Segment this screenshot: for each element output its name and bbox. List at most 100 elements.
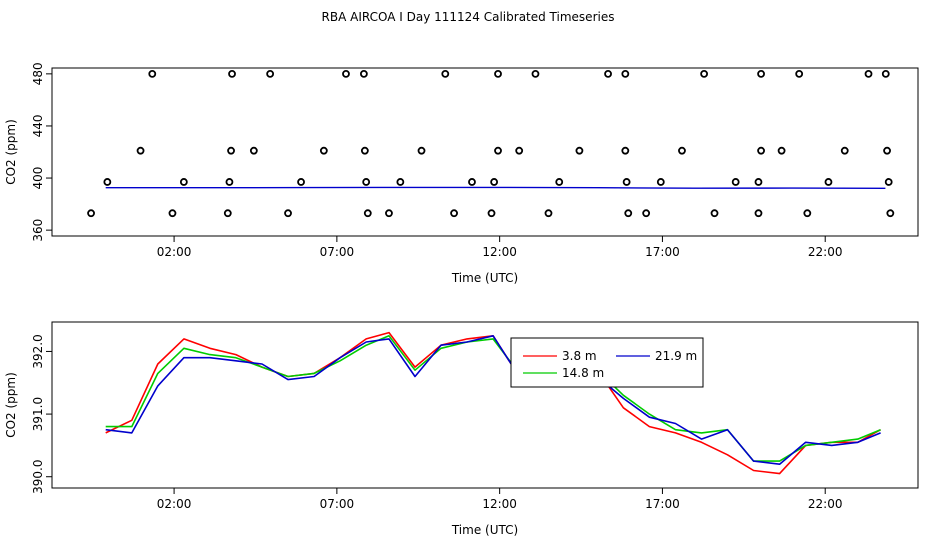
y-tick-label: 400: [31, 167, 45, 190]
data-point: [555, 178, 564, 186]
top-panel: 360 400 440 480 02:00 07:00 12:00 17:00 22:00 T…: [4, 62, 919, 285]
x-tick-label: 22:00: [808, 245, 843, 259]
plot-frame: [51, 321, 919, 489]
data-point: [103, 178, 112, 186]
data-point: [168, 209, 177, 218]
data-point: [227, 146, 235, 155]
y-axis-label: CO2 (ppm): [4, 372, 18, 438]
data-point: [678, 146, 686, 155]
data-point: [284, 209, 292, 218]
data-point: [249, 146, 258, 155]
data-point: [450, 209, 458, 218]
series-line: [105, 335, 881, 465]
data-point: [297, 178, 305, 186]
data-point: [731, 178, 740, 186]
data-point: [385, 209, 393, 218]
data-point: [148, 69, 157, 78]
data-point: [87, 209, 95, 218]
data-point: [362, 178, 371, 186]
data-point: [642, 209, 651, 218]
data-point: [179, 178, 188, 186]
x-tick-label: 02:00: [157, 245, 192, 259]
y-tick-label: 390.0: [31, 460, 45, 494]
page-title: RBA AIRCOA I Day 111124 Calibrated Times…: [322, 10, 615, 24]
data-point: [883, 146, 891, 155]
data-point: [656, 178, 665, 186]
data-point: [754, 178, 763, 186]
data-point: [487, 209, 496, 218]
data-point: [621, 69, 630, 78]
x-axis-label: Time (UTC): [451, 271, 518, 285]
data-point: [225, 178, 234, 186]
data-point: [363, 209, 372, 218]
x-tick-label: 12:00: [482, 245, 517, 259]
legend: 3.8 m 21.9 m 14.8 m: [510, 337, 704, 388]
data-point: [757, 146, 765, 155]
data-point: [621, 146, 630, 155]
data-point: [884, 178, 893, 186]
y-tick-label: 440: [31, 115, 45, 138]
y-axis-label: CO2 (ppm): [4, 119, 18, 185]
data-point: [396, 178, 405, 186]
x-axis-label: Time (UTC): [451, 523, 518, 537]
plot-area: [105, 331, 881, 475]
legend-box: [510, 337, 704, 388]
x-tick-label: 07:00: [320, 245, 355, 259]
y-tick-label: 391.0: [31, 397, 45, 431]
legend-label-14-8m: 14.8 m: [562, 366, 604, 380]
data-point: [136, 146, 145, 155]
data-point: [359, 69, 368, 78]
data-point: [223, 209, 232, 218]
x-axis: 02:00 07:00 12:00 17:00 22:00: [157, 488, 843, 511]
data-point: [468, 178, 476, 186]
data-point: [604, 69, 612, 78]
data-point: [754, 209, 763, 218]
x-tick-label: 17:00: [645, 245, 680, 259]
data-point: [531, 69, 540, 78]
data-point: [266, 69, 275, 78]
data-point: [824, 178, 833, 186]
data-point: [494, 146, 502, 155]
data-point: [624, 209, 633, 218]
bottom-panel: 390.0 391.0 392.0 02:00 07:00 12:00 17:00 22:0…: [4, 321, 919, 537]
legend-label-21-9m: 21.9 m: [655, 349, 697, 363]
data-point: [360, 146, 369, 155]
x-tick-label: 07:00: [320, 497, 355, 511]
series-line: [105, 335, 881, 462]
series-line: [105, 331, 881, 475]
data-point: [544, 209, 553, 218]
plot-area: [87, 69, 895, 218]
data-point: [490, 178, 499, 186]
data-point: [864, 69, 873, 78]
x-axis: 02:00 07:00 12:00 17:00 22:00: [157, 236, 843, 259]
data-point: [803, 209, 812, 218]
plot-frame: [51, 67, 919, 237]
data-point: [622, 178, 631, 186]
data-point: [342, 69, 350, 78]
data-point: [881, 69, 890, 78]
x-tick-label: 02:00: [157, 497, 192, 511]
data-point: [700, 69, 709, 78]
legend-label-3-8m: 3.8 m: [562, 349, 597, 363]
data-point: [319, 146, 328, 155]
data-point: [757, 69, 765, 78]
data-point: [441, 69, 450, 78]
data-point: [710, 209, 719, 218]
series-line: [105, 186, 886, 189]
y-tick-label: 360: [31, 219, 45, 242]
y-tick-label: 480: [31, 62, 45, 85]
data-point: [417, 146, 426, 155]
x-tick-label: 22:00: [808, 497, 843, 511]
x-tick-label: 17:00: [645, 497, 680, 511]
data-point: [228, 69, 236, 78]
x-tick-label: 12:00: [482, 497, 517, 511]
y-axis: 360 400 440 480: [31, 62, 52, 242]
data-point: [575, 146, 584, 155]
data-point: [515, 146, 524, 155]
y-axis: 390.0 391.0 392.0: [31, 334, 52, 494]
data-point: [795, 69, 804, 78]
data-point: [777, 146, 786, 155]
data-point: [494, 69, 502, 78]
y-tick-label: 392.0: [31, 334, 45, 368]
